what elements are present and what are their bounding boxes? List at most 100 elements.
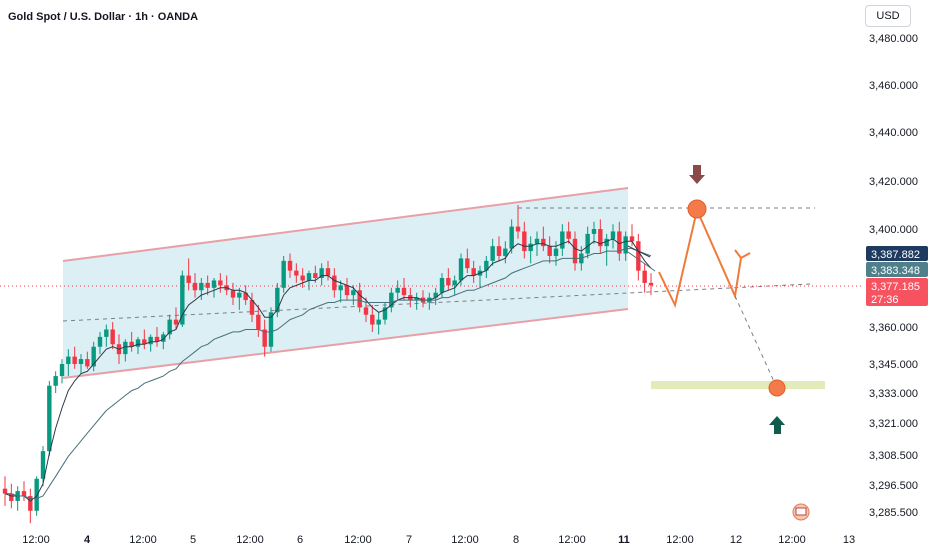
candle	[471, 260, 476, 283]
x-tick-label: 12	[730, 534, 742, 546]
y-tick-label: 3,308.500	[869, 450, 918, 462]
candle-body	[313, 273, 318, 278]
candle	[560, 224, 565, 256]
x-tick-label: 12:00	[666, 534, 694, 546]
candle-body	[59, 364, 65, 377]
candle-body	[376, 319, 381, 325]
y-tick-label: 3,360.000	[869, 322, 918, 334]
candle-body	[66, 356, 71, 364]
candle-body	[604, 238, 609, 247]
candle	[610, 224, 616, 249]
candle	[47, 380, 52, 457]
candle-body	[47, 385, 52, 452]
candle	[161, 331, 166, 350]
candle	[319, 263, 324, 286]
candle-body	[199, 282, 204, 291]
candle-body	[332, 275, 337, 291]
candle-body	[515, 226, 521, 232]
candle	[180, 270, 185, 327]
candle-body	[471, 268, 476, 276]
x-tick-label: 12:00	[558, 534, 586, 546]
price-tag-label: 3,387.882	[871, 249, 920, 261]
candle-body	[85, 359, 90, 367]
candle	[85, 351, 90, 369]
candle-body	[452, 280, 457, 286]
event-flag-shape	[795, 507, 807, 516]
candle-body	[610, 231, 616, 239]
candle-body	[509, 226, 514, 249]
moving-averages	[4, 238, 656, 502]
candle	[591, 221, 597, 244]
candle-body	[585, 233, 590, 254]
candle-body	[357, 290, 362, 308]
candle	[629, 224, 635, 247]
candle-body	[230, 290, 236, 298]
candle	[566, 221, 571, 244]
candle-body	[617, 231, 622, 254]
candle-body	[465, 258, 470, 269]
y-tick-label: 3,480.000	[869, 33, 918, 45]
candle	[104, 324, 109, 347]
candle	[351, 285, 356, 305]
candle	[40, 446, 46, 487]
price-tag-bg	[866, 291, 928, 306]
candle-body	[2, 488, 8, 494]
candle	[642, 263, 647, 293]
currency-selector[interactable]: USD	[865, 5, 911, 27]
candle	[192, 273, 198, 298]
candle-body	[281, 260, 286, 288]
candle	[598, 219, 603, 254]
candle-body	[167, 319, 172, 335]
candle-body	[249, 300, 255, 315]
y-tick-label: 3,296.500	[869, 480, 918, 492]
y-tick-label: 3,333.000	[869, 388, 918, 400]
candle	[268, 307, 274, 352]
x-tick-label: 7	[406, 534, 412, 546]
candle-body	[268, 312, 274, 347]
price-tag: 3,387.882	[866, 246, 928, 261]
candle	[617, 221, 622, 261]
ema-fast-extension	[627, 245, 651, 258]
candle-body	[490, 246, 495, 261]
candle-body	[78, 359, 84, 364]
candle	[522, 221, 527, 259]
candle-body	[104, 329, 109, 337]
candle	[572, 231, 578, 271]
candle-body	[503, 248, 508, 256]
candle	[509, 219, 514, 254]
price-tag-bg	[866, 262, 928, 277]
candle	[496, 236, 502, 261]
x-tick-label: 12:00	[22, 534, 50, 546]
x-tick-label: 6	[297, 534, 303, 546]
candle	[294, 263, 299, 283]
candle-body	[522, 231, 527, 252]
candle-body	[528, 243, 533, 252]
y-tick-label: 3,321.000	[869, 418, 918, 430]
price-tag: 3,377.185	[866, 278, 928, 293]
candle	[129, 331, 134, 352]
candle	[515, 205, 521, 239]
candle-body	[110, 329, 115, 345]
candle-body	[211, 280, 217, 288]
candle	[91, 341, 96, 372]
candle-body	[129, 341, 134, 347]
candle-body	[28, 496, 33, 511]
price-tag: 27:36	[866, 291, 928, 306]
candle-body	[389, 292, 394, 308]
candle-body	[598, 229, 603, 247]
candle-body	[97, 336, 103, 347]
candle	[28, 488, 33, 524]
x-tick-label: 13	[843, 534, 855, 546]
price-tag-label: 27:36	[871, 294, 899, 306]
time-axis[interactable]: 12:00 4 12:00 5 12:00 6 12:00 7 12:00 8 12:00 11 12:…	[22, 534, 855, 546]
x-tick-label: 12:00	[778, 534, 806, 546]
candle	[465, 248, 470, 274]
candle-series	[2, 205, 654, 524]
candle-body	[547, 246, 552, 256]
y-tick-label: 3,420.000	[869, 176, 918, 188]
price-axis[interactable]: 3,480.000 3,460.000 3,440.000 3,420.000 3,40…	[869, 33, 918, 519]
candle	[370, 304, 375, 332]
candle-body	[496, 246, 502, 256]
